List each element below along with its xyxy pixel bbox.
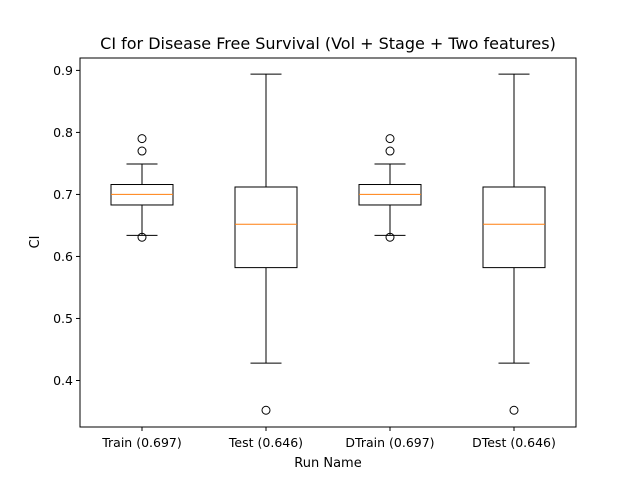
boxes [110,73,546,415]
y-tick-label: 0.8 [53,125,73,140]
y-axis: 0.4 0.5 0.6 0.7 0.8 0.9 [53,63,80,388]
chart-title: CI for Disease Free Survival (Vol + Stag… [100,34,556,53]
box-group [234,73,298,415]
y-axis-label: CI [28,236,43,249]
x-tick-label: Test (0.646) [228,435,303,450]
y-tick-label: 0.9 [53,63,73,78]
box-group [358,134,422,242]
x-tick-label: DTest (0.646) [472,435,556,450]
outlier-point [137,232,147,242]
plot-frame [79,57,577,428]
outlier-point [137,134,147,144]
x-axis-label: Run Name [294,456,361,471]
outlier-point [385,146,395,156]
x-tick-label: Train (0.697) [101,435,182,450]
box-group [482,73,546,415]
x-axis: Train (0.697) Test (0.646) DTrain (0.697) D… [101,427,556,450]
outlier-point [137,146,147,156]
x-tick-label: DTrain (0.697) [345,435,434,450]
box-group [110,134,174,242]
outlier-point [385,232,395,242]
iqr-box [234,186,298,269]
y-tick-label: 0.4 [53,373,73,388]
outlier-point [261,405,271,415]
iqr-box [482,186,546,269]
y-tick-label: 0.6 [53,249,73,264]
outlier-point [509,405,519,415]
outlier-point [385,134,395,144]
y-tick-label: 0.5 [53,311,73,326]
y-tick-label: 0.7 [53,187,73,202]
